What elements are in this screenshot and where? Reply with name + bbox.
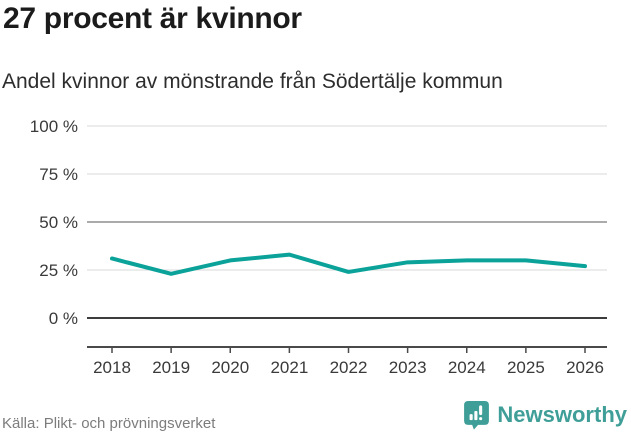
newsworthy-wordmark: Newsworthy [497, 402, 627, 427]
y-axis-label: 50 % [39, 213, 78, 232]
x-axis-label: 2022 [330, 358, 368, 377]
chart-subtitle: Andel kvinnor av mönstrande från Södertä… [2, 70, 503, 93]
data-line-andel-kvinnor [110, 252, 587, 276]
x-axis-label: 2024 [448, 358, 486, 377]
y-axis-label: 100 % [30, 117, 78, 136]
x-axis-label: 2021 [270, 358, 308, 377]
x-axis-label: 2019 [152, 358, 190, 377]
source-text: Källa: Plikt- och prövningsverket [2, 415, 216, 432]
y-axis-label: 75 % [39, 165, 78, 184]
x-axis-label: 2023 [389, 358, 427, 377]
headline: 27 procent är kvinnor [3, 2, 302, 35]
x-axis-label: 2026 [566, 358, 604, 377]
x-axis-label: 2025 [507, 358, 545, 377]
y-axis-label: 25 % [39, 261, 78, 280]
x-axis-label: 2018 [93, 358, 131, 377]
newsworthy-logo: Newsworthy [463, 400, 627, 430]
y-axis-label: 0 % [49, 309, 78, 328]
newsworthy-badge-icon [464, 401, 490, 430]
x-axis-label: 2020 [211, 358, 249, 377]
